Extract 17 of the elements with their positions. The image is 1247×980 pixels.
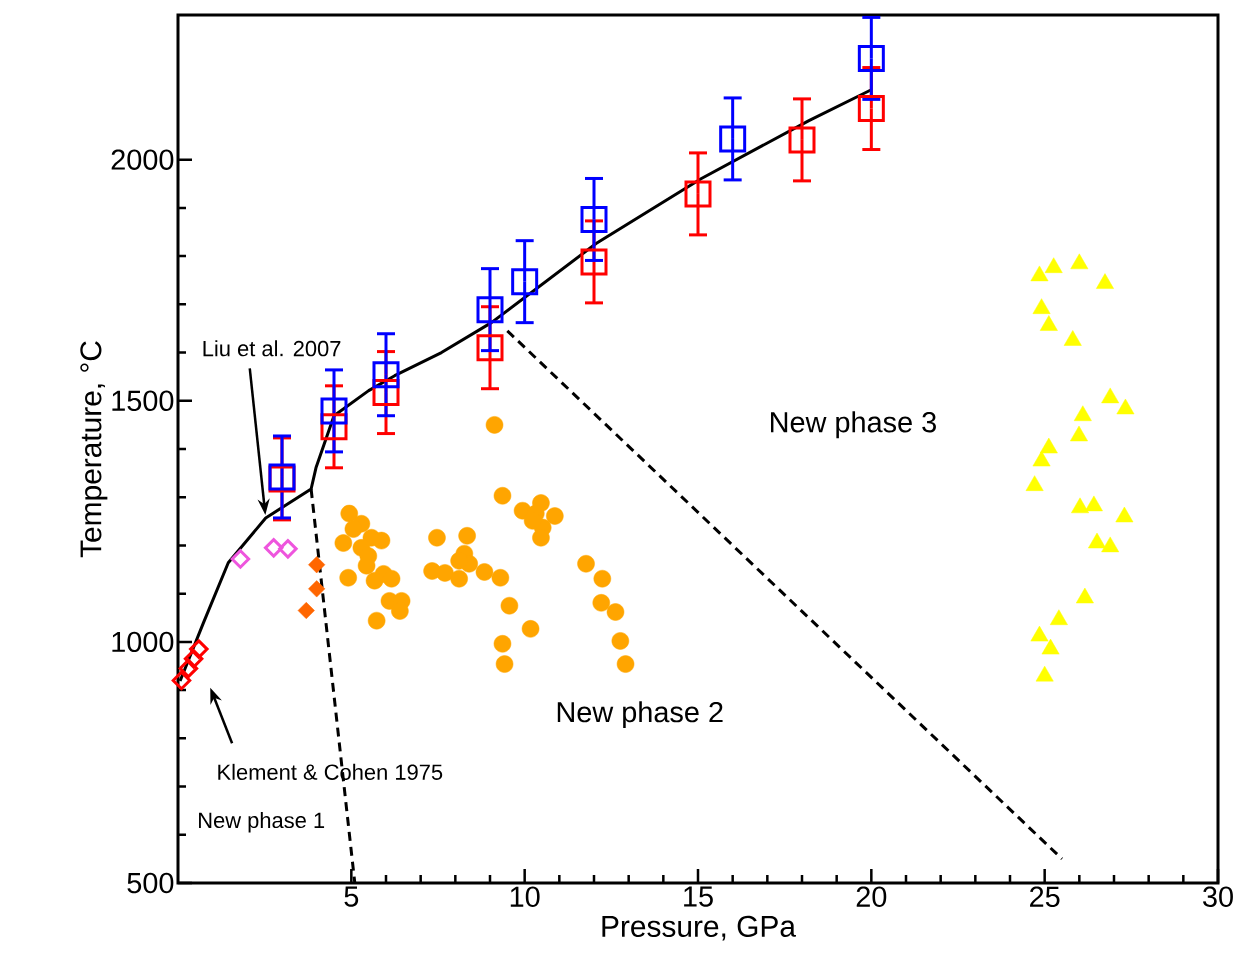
x-tick-label: 5: [344, 886, 359, 907]
annotation: Liu et al. 2007: [203, 340, 341, 357]
x-tick-label: 15: [684, 886, 713, 907]
y-axis-title: Temperature, °C: [80, 341, 108, 558]
x-tick-label: 20: [856, 886, 887, 907]
y-tick-label: 1500: [112, 390, 174, 411]
y-tick-label: 1000: [112, 631, 174, 653]
x-tick-label: 25: [1030, 886, 1060, 907]
annotation: New phase 1: [199, 812, 325, 833]
x-tick-label: 30: [1203, 886, 1233, 907]
y-tick-label: 2000: [111, 149, 174, 170]
annotation: Klement & Cohen 1975: [218, 763, 443, 780]
annotation: New phase 3: [771, 411, 936, 439]
y-tick-label: 500: [127, 872, 174, 894]
x-tick-label: 10: [510, 886, 540, 907]
x-axis-title: Pressure, GPa: [602, 915, 796, 941]
annotation: New phase 2: [557, 701, 723, 729]
